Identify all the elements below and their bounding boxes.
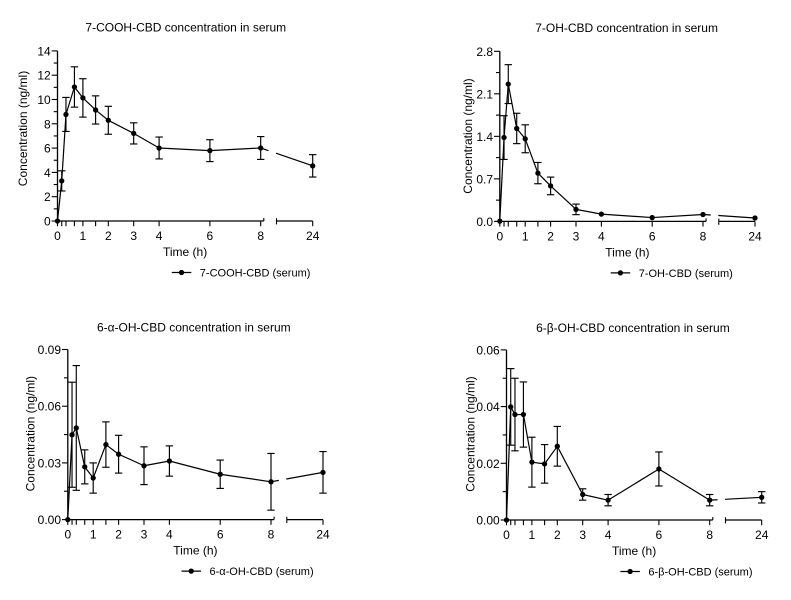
- svg-text:0: 0: [54, 229, 61, 243]
- svg-text:10: 10: [37, 93, 51, 107]
- svg-text:8: 8: [700, 229, 707, 243]
- svg-text:Concentration (ng/ml): Concentration (ng/ml): [23, 376, 37, 491]
- svg-text:24: 24: [316, 528, 330, 542]
- svg-text:1: 1: [90, 528, 97, 542]
- svg-text:0: 0: [496, 229, 503, 243]
- svg-text:Concentration (ng/ml): Concentration (ng/ml): [464, 376, 478, 491]
- svg-text:0.06: 0.06: [476, 343, 500, 357]
- svg-text:0.02: 0.02: [476, 457, 500, 471]
- svg-text:6: 6: [44, 142, 51, 156]
- svg-text:1: 1: [529, 528, 536, 542]
- svg-text:4: 4: [156, 229, 163, 243]
- svg-text:4: 4: [605, 528, 612, 542]
- svg-text:7-OH-CBD concentration in seru: 7-OH-CBD concentration in serum: [535, 21, 718, 35]
- svg-text:0.04: 0.04: [476, 400, 500, 414]
- svg-text:6: 6: [656, 528, 663, 542]
- svg-text:0.09: 0.09: [38, 343, 62, 357]
- svg-text:3: 3: [141, 528, 148, 542]
- svg-text:3: 3: [130, 229, 137, 243]
- svg-text:6: 6: [217, 528, 224, 542]
- svg-text:7-COOH-CBD (serum): 7-COOH-CBD (serum): [200, 268, 311, 280]
- svg-text:1: 1: [522, 229, 529, 243]
- svg-text:6-β-OH-CBD (serum): 6-β-OH-CBD (serum): [648, 567, 752, 579]
- svg-text:24: 24: [748, 229, 762, 243]
- svg-text:14: 14: [37, 44, 51, 58]
- svg-text:2.8: 2.8: [476, 45, 493, 59]
- svg-text:8: 8: [44, 117, 51, 131]
- svg-text:3: 3: [579, 528, 586, 542]
- svg-text:4: 4: [598, 229, 605, 243]
- svg-text:6: 6: [649, 229, 656, 243]
- svg-text:1: 1: [80, 229, 87, 243]
- svg-text:0: 0: [64, 528, 71, 542]
- svg-text:4: 4: [166, 528, 173, 542]
- svg-text:7-COOH-CBD concentration in se: 7-COOH-CBD concentration in serum: [85, 20, 286, 34]
- svg-text:3: 3: [573, 229, 580, 243]
- svg-text:Time (h): Time (h): [163, 245, 207, 259]
- svg-text:0.00: 0.00: [38, 513, 62, 527]
- svg-text:0.7: 0.7: [476, 172, 493, 186]
- svg-text:8: 8: [257, 229, 264, 243]
- svg-text:12: 12: [37, 69, 51, 83]
- svg-text:Concentration (ng/ml): Concentration (ng/ml): [461, 78, 475, 193]
- svg-text:Time (h): Time (h): [173, 544, 217, 558]
- svg-text:2: 2: [115, 528, 122, 542]
- svg-text:6-α-OH-CBD (serum): 6-α-OH-CBD (serum): [210, 566, 314, 578]
- svg-text:2: 2: [105, 229, 112, 243]
- svg-text:2: 2: [554, 528, 561, 542]
- svg-text:0.0: 0.0: [476, 215, 493, 229]
- svg-text:24: 24: [306, 229, 320, 243]
- svg-text:6-α-OH-CBD concentration in se: 6-α-OH-CBD concentration in serum: [97, 321, 291, 335]
- svg-text:2: 2: [44, 190, 51, 204]
- svg-text:Time (h): Time (h): [605, 245, 649, 259]
- svg-text:24: 24: [755, 528, 769, 542]
- svg-text:8: 8: [268, 528, 275, 542]
- svg-text:8: 8: [706, 528, 713, 542]
- svg-text:0.06: 0.06: [38, 400, 62, 414]
- svg-text:6-β-OH-CBD concentration in se: 6-β-OH-CBD concentration in serum: [536, 321, 730, 335]
- svg-text:2.1: 2.1: [476, 87, 493, 101]
- svg-text:Time (h): Time (h): [612, 544, 656, 558]
- svg-text:0.00: 0.00: [476, 514, 500, 528]
- svg-text:7-OH-CBD (serum): 7-OH-CBD (serum): [639, 268, 733, 280]
- svg-text:0: 0: [503, 528, 510, 542]
- svg-text:2: 2: [547, 229, 554, 243]
- svg-text:0: 0: [44, 215, 51, 229]
- svg-text:1.4: 1.4: [476, 130, 493, 144]
- svg-text:0.03: 0.03: [38, 456, 62, 470]
- svg-text:Concentration (ng/ml): Concentration (ng/ml): [16, 71, 30, 186]
- svg-text:6: 6: [207, 229, 214, 243]
- svg-text:4: 4: [44, 166, 51, 180]
